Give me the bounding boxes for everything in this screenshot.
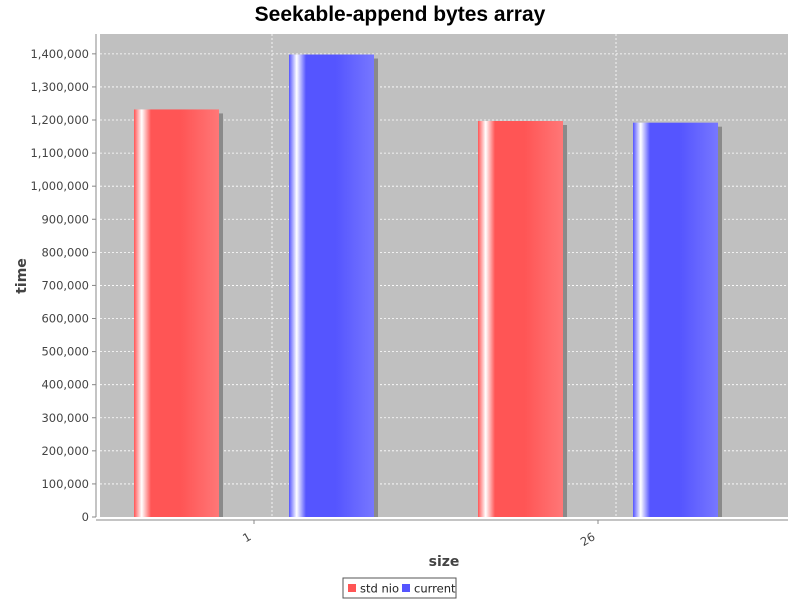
axes — [95, 34, 788, 521]
y-tick-label: 200,000 — [41, 444, 89, 458]
legend-swatch-current — [402, 584, 410, 592]
bars — [134, 54, 722, 518]
legend-box — [342, 577, 457, 599]
legend-label-current: current — [414, 582, 456, 596]
bar-current-26 — [633, 122, 718, 517]
y-tick-label: 1,000,000 — [30, 179, 89, 193]
y-tick-label: 1,100,000 — [30, 146, 89, 160]
y-tick-label: 600,000 — [41, 312, 89, 326]
y-tick-label: 0 — [82, 510, 89, 524]
legend-label-std-nio: std nio — [360, 582, 399, 596]
bar-std-nio-1 — [134, 109, 219, 517]
y-tick-label: 500,000 — [41, 345, 89, 359]
chart-title: Seekable-append bytes array — [255, 3, 546, 26]
y-axis-label: time — [14, 258, 30, 294]
y-tick-label: 700,000 — [41, 278, 89, 292]
y-tick-label: 400,000 — [41, 378, 89, 392]
bar-current-1 — [289, 54, 374, 518]
x-tick-label: 26 — [578, 529, 598, 548]
y-tick-label: 1,200,000 — [30, 113, 89, 127]
x-axis-label: size — [429, 554, 460, 570]
x-tick-label: 1 — [240, 529, 253, 545]
legend-swatch-std-nio — [348, 584, 356, 592]
y-tick-label: 1,400,000 — [30, 47, 89, 61]
y-tick-label: 800,000 — [41, 245, 89, 259]
y-tick-label: 900,000 — [41, 212, 89, 226]
bar-std-nio-26 — [478, 121, 563, 517]
legend: std nio current — [342, 577, 457, 599]
y-tick-label: 300,000 — [41, 411, 89, 425]
y-tick-label: 100,000 — [41, 477, 89, 491]
y-axis-ticks: 0 100,000 200,000 300,000 400,000 500,000 600,… — [30, 47, 96, 524]
x-axis-ticks: 1 26 — [240, 520, 599, 549]
y-tick-label: 1,300,000 — [30, 80, 89, 94]
